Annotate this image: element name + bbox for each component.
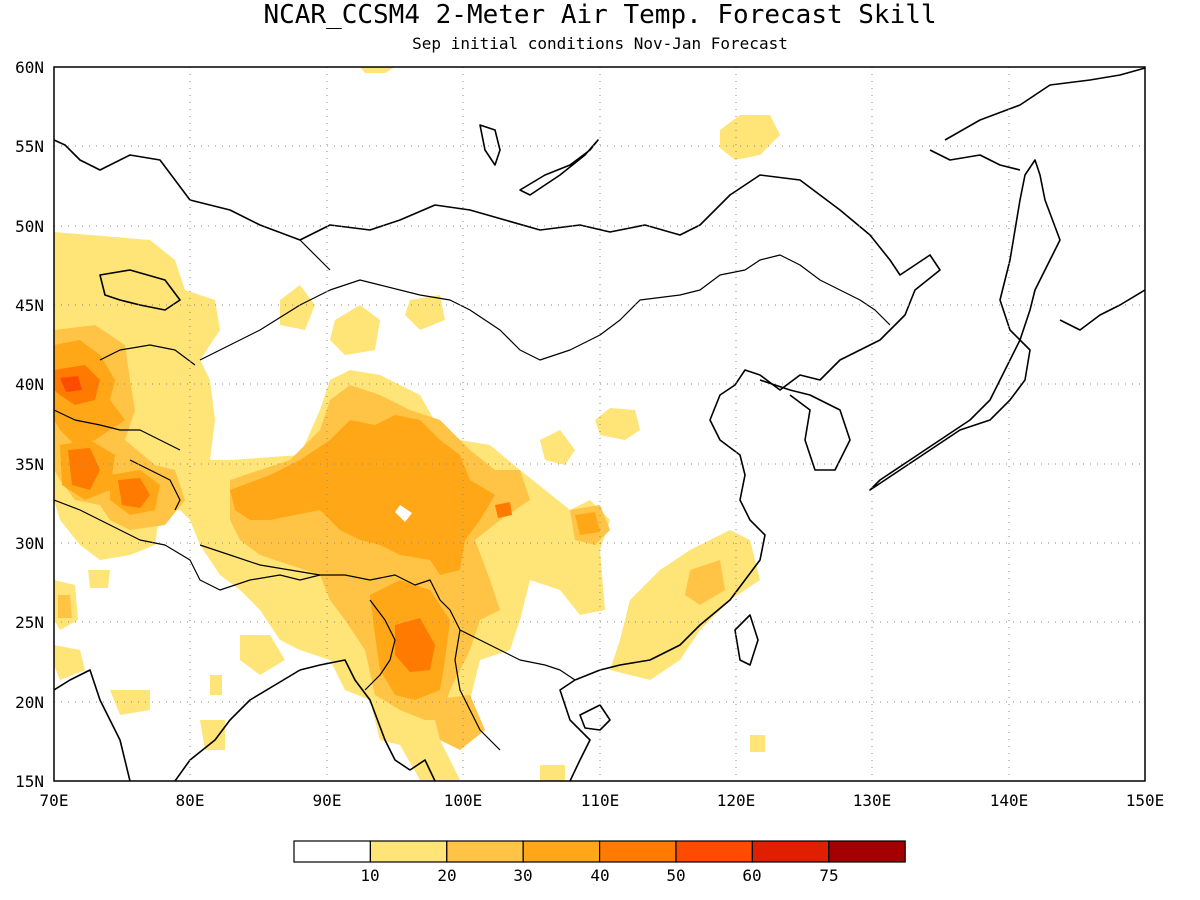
grid-lines [54,67,1145,781]
shade-region [58,595,72,618]
coastline [54,669,131,781]
shade-region [54,645,85,680]
colorbar-swatch [446,840,524,863]
shade-region [540,765,565,781]
shade-region [540,430,575,465]
lat-tick-label: 15N [15,772,44,791]
coastline [519,139,599,196]
colorbar-label: 10 [360,866,379,885]
lon-tick-label: 90E [313,791,342,810]
colorbar [293,840,906,863]
lat-tick-labels: 15N 20N 25N 30N 35N 40N 45N 50N 55N 60N [15,58,44,791]
shade-region [405,295,445,330]
colorbar-swatch [751,840,830,863]
border [54,409,181,451]
colorbar-label: 75 [819,866,838,885]
shade-region [200,720,225,750]
lon-tick-label: 120E [717,791,756,810]
border [199,544,321,576]
map-frame [53,66,1146,782]
lon-tick-label: 140E [990,791,1029,810]
shade-region [685,560,725,605]
shade-region [118,478,150,508]
border [54,499,461,631]
shade-region [430,695,485,750]
coastline [869,339,1031,491]
lon-tick-label: 130E [853,791,892,810]
colorbar-label: 50 [666,866,685,885]
coastline [479,124,501,166]
border [364,599,396,691]
lon-tick-label: 70E [40,791,69,810]
colorbar-swatch [598,840,677,863]
shade-region [60,376,82,392]
colorbar-swatch [828,840,906,863]
shade-region [395,618,435,672]
lon-tick-label: 150E [1126,791,1165,810]
shade-region [610,530,760,680]
border [99,344,196,366]
shade-region [395,505,412,522]
shade-region [360,67,395,73]
colorbar-label: 30 [513,866,532,885]
lon-tick-labels: 70E 80E 90E 100E 110E 120E 130E 140E 150… [40,791,1165,810]
shade-region [720,115,780,160]
lon-tick-label: 110E [581,791,620,810]
lat-tick-label: 60N [15,58,44,77]
shade-region [330,305,380,355]
shade-region [68,448,100,490]
border [454,629,501,751]
coastline [944,67,1145,141]
colorbar-swatch [522,840,601,863]
shade-region [110,690,150,715]
coastline [99,269,181,311]
lon-tick-label: 80E [176,791,205,810]
skill-shading [54,67,780,781]
coastline [54,139,941,781]
border [199,254,891,361]
coastline [579,704,611,731]
shade-region [280,285,315,330]
colorbar-label: 40 [590,866,609,885]
lat-tick-label: 25N [15,613,44,632]
map-title: NCAR_CCSM4 2-Meter Air Temp. Forecast Sk… [263,0,937,30]
lon-tick-label: 100E [444,791,483,810]
lat-tick-label: 20N [15,693,44,712]
colorbar-swatch [293,840,372,863]
shade-region [210,675,222,695]
lat-tick-label: 55N [15,137,44,156]
shade-region [575,512,600,535]
lat-tick-label: 50N [15,217,44,236]
lat-tick-label: 30N [15,534,44,553]
shade-region [240,635,285,675]
country-borders [54,239,891,751]
border [129,459,181,511]
border [299,239,331,271]
coastline [1059,289,1145,331]
lat-tick-label: 35N [15,455,44,474]
coastline [174,669,301,781]
coastline [929,149,1021,171]
colorbar-labels: 10 20 30 40 50 60 75 [360,866,838,885]
lat-tick-label: 45N [15,296,44,315]
map-subtitle: Sep initial conditions Nov-Jan Forecast [412,34,788,53]
coastline [734,614,759,666]
shade-region [750,735,765,752]
shade-region [88,570,110,588]
coastlines [54,67,1145,781]
coastline [759,379,851,471]
shade-region [230,415,495,575]
shade-region [595,408,640,440]
colorbar-swatch [369,840,448,863]
coastline [999,159,1061,341]
colorbar-swatch [675,840,754,863]
border [459,629,576,681]
colorbar-label: 20 [437,866,456,885]
coastline [299,659,436,781]
lat-tick-label: 40N [15,375,44,394]
colorbar-label: 60 [742,866,761,885]
shade-region [495,502,512,518]
